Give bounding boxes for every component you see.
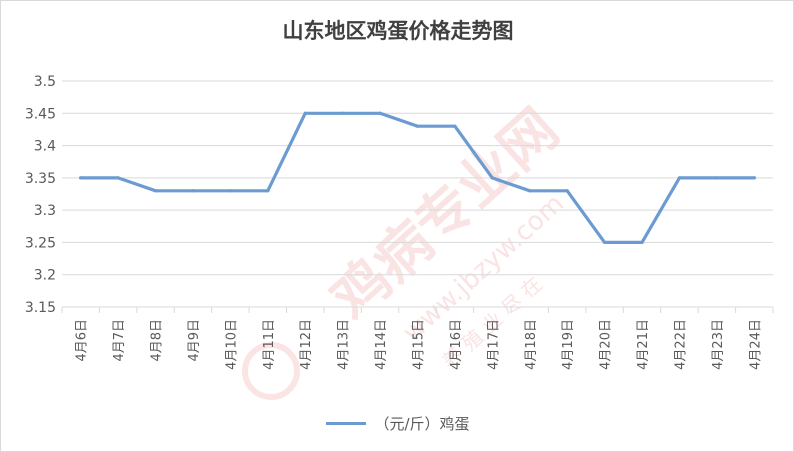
data-point bbox=[79, 176, 83, 180]
data-point bbox=[640, 240, 644, 245]
x-tick-label: 4月15日 bbox=[412, 319, 427, 370]
x-tick-label: 4月11日 bbox=[262, 319, 277, 370]
data-point bbox=[528, 189, 532, 193]
data-point bbox=[153, 189, 158, 193]
x-tick-label: 4月10日 bbox=[224, 319, 239, 370]
x-tick-label: 4月14日 bbox=[374, 319, 389, 370]
chart-title: 山东地区鸡蛋价格走势图 bbox=[282, 18, 514, 43]
data-point bbox=[603, 240, 607, 245]
y-tick-label: 3.2 bbox=[34, 268, 56, 284]
data-point bbox=[565, 189, 569, 193]
data-point bbox=[490, 176, 494, 180]
x-tick-label: 4月13日 bbox=[337, 319, 352, 370]
data-point bbox=[415, 124, 420, 128]
data-point bbox=[303, 111, 307, 115]
x-tick-label: 4月24日 bbox=[748, 319, 763, 370]
data-point bbox=[228, 189, 232, 193]
y-tick-label: 3.45 bbox=[25, 106, 56, 122]
x-tick-label: 4月7日 bbox=[112, 319, 127, 362]
x-tick-label: 4月23日 bbox=[711, 319, 726, 370]
y-tick-label: 3.35 bbox=[25, 171, 56, 187]
y-tick-label: 3.5 bbox=[34, 74, 56, 90]
x-tick-label: 4月9日 bbox=[187, 319, 202, 362]
y-tick-label: 3.15 bbox=[25, 300, 56, 316]
x-tick-label: 4月16日 bbox=[449, 319, 464, 370]
data-point bbox=[266, 189, 270, 193]
data-point bbox=[191, 189, 195, 193]
y-tick-label: 3.25 bbox=[25, 235, 56, 251]
data-point bbox=[453, 124, 457, 128]
x-tick-label: 4月8日 bbox=[150, 319, 165, 362]
data-point bbox=[378, 111, 382, 115]
x-tick-label: 4月20日 bbox=[599, 319, 614, 370]
data-point bbox=[341, 111, 345, 115]
x-tick-label: 4月21日 bbox=[636, 319, 651, 370]
data-point bbox=[677, 176, 682, 180]
legend-label: （元/斤）鸡蛋 bbox=[374, 414, 470, 433]
legend: （元/斤）鸡蛋 bbox=[1, 412, 794, 434]
x-tick-label: 4月19日 bbox=[561, 319, 576, 370]
x-tick-label: 4月12日 bbox=[299, 319, 314, 370]
x-tick-label: 4月22日 bbox=[673, 319, 688, 370]
x-tick-label: 4月18日 bbox=[524, 319, 539, 370]
y-tick-label: 3.3 bbox=[34, 203, 56, 219]
data-point bbox=[116, 176, 120, 180]
data-point bbox=[715, 176, 719, 180]
x-tick-label: 4月17日 bbox=[486, 319, 501, 370]
plot-area: 3.15 3.2 3.25 3.3 3.35 3.4 3.45 3.5 4月6日 4月7日 4月8日… bbox=[25, 74, 774, 370]
x-tick-label: 4月6日 bbox=[75, 319, 90, 362]
data-point bbox=[752, 176, 756, 180]
legend-swatch bbox=[326, 421, 367, 425]
y-tick-label: 3.4 bbox=[34, 139, 56, 155]
